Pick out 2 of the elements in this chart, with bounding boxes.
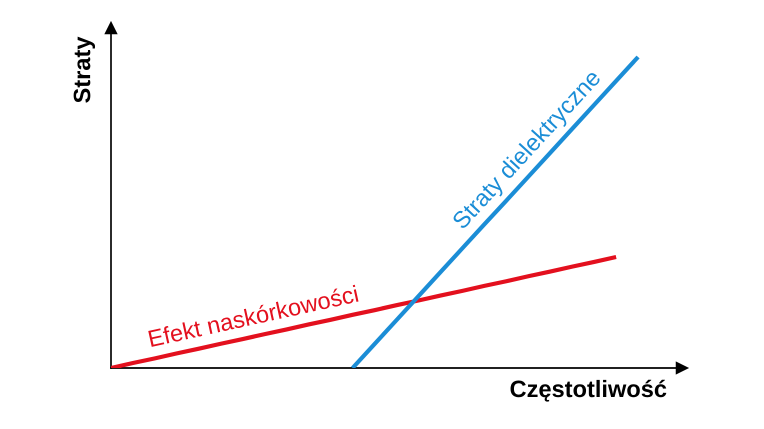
y-axis-title: Straty: [74, 36, 96, 103]
x-axis-title: Częstotliwość: [510, 380, 666, 402]
